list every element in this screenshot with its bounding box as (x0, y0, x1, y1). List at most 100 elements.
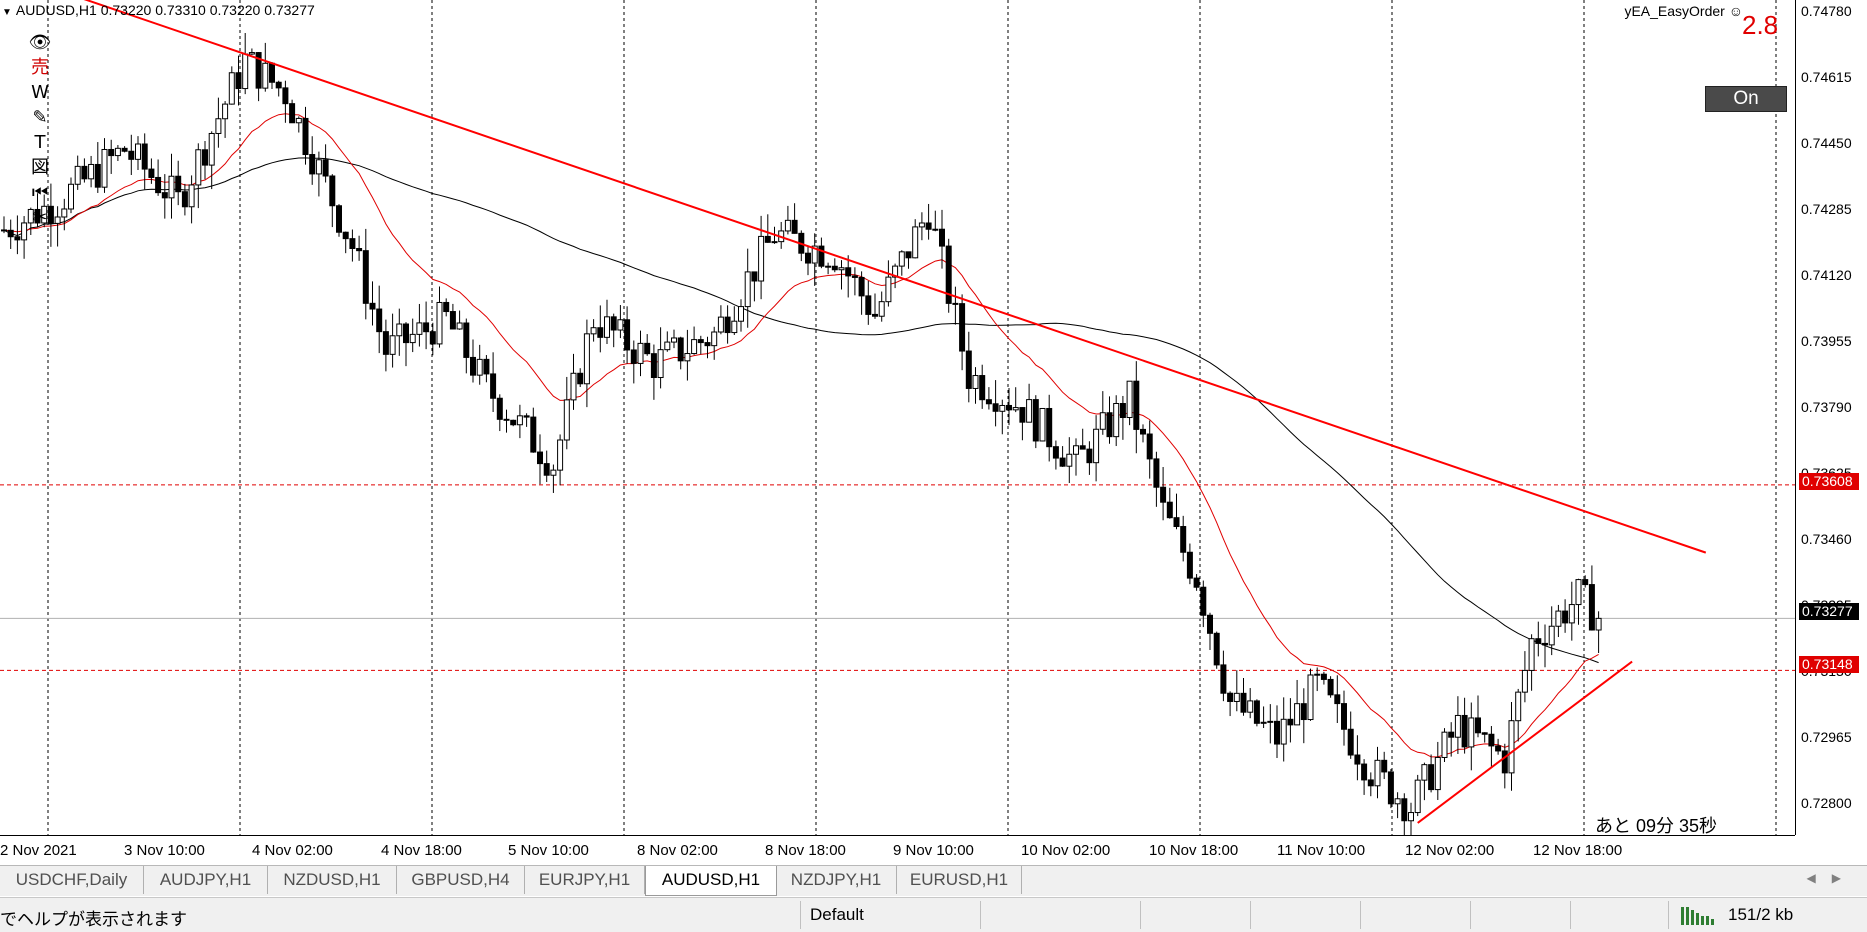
time-axis[interactable]: 2 Nov 2021 3 Nov 10:00 4 Nov 02:00 4 Nov… (0, 835, 1795, 864)
candle-body (503, 418, 510, 421)
candle-body (202, 149, 208, 166)
candle-body (731, 320, 738, 334)
status-divider (1250, 901, 1251, 929)
candle-body (208, 132, 215, 166)
candle-body (1012, 407, 1019, 411)
text-icon[interactable]: T (34, 132, 46, 153)
candle-body (979, 375, 986, 401)
candle-body (744, 271, 751, 308)
tab-audusd-h1[interactable]: AUDUSD,H1 (645, 866, 777, 896)
candle-body (1260, 721, 1267, 724)
candle-body (825, 265, 832, 268)
candle-body (369, 302, 376, 310)
sell-icon[interactable]: 売 (31, 57, 49, 78)
candle-body (1327, 678, 1334, 696)
candle-body (275, 81, 282, 89)
candle-body (155, 176, 162, 194)
candle-body (691, 339, 698, 355)
candle-body (1434, 756, 1441, 791)
candle-body (135, 143, 141, 160)
pencil-icon[interactable]: ✎ (32, 107, 48, 128)
tab-eurusd-h1[interactable]: EURUSD,H1 (897, 866, 1022, 894)
candle-body (429, 331, 436, 345)
candle-body (577, 372, 584, 385)
candle-body (1361, 763, 1368, 781)
ea-label: yEA_EasyOrder ☺ (1624, 3, 1743, 19)
arrow-left-icon[interactable]: ◀ (1806, 871, 1832, 885)
candle-body (242, 53, 249, 90)
candle-body (27, 208, 34, 224)
level-tag-lower: 0.73148 (1799, 656, 1859, 673)
price-chart[interactable] (0, 0, 1795, 835)
bar-countdown: あと 09分 35秒 (1594, 816, 1717, 835)
current-price-tag: 0.73277 (1799, 603, 1859, 620)
candle-body (81, 165, 88, 180)
scissors-icon[interactable]: ✂ (32, 207, 48, 228)
w-icon[interactable]: W (31, 82, 49, 103)
candle-body (952, 302, 959, 305)
candle-body (88, 163, 95, 180)
candle-body (1186, 551, 1193, 579)
figure-icon[interactable]: 図 (31, 157, 49, 178)
candle-body (175, 175, 182, 193)
candle-body (630, 349, 637, 364)
candle-body (1387, 771, 1394, 805)
candle-body (74, 165, 81, 185)
candle-body (1233, 692, 1240, 702)
candle-body (992, 403, 999, 412)
tab-nzdusd-h1[interactable]: NZDUSD,H1 (268, 866, 397, 894)
trend-line (83, 0, 1707, 554)
candle-body (108, 148, 115, 157)
candle-body (1562, 610, 1569, 624)
status-divider (800, 901, 801, 929)
candle-body (1032, 399, 1039, 442)
easy-order-toolbar: 👁 売 W ✎ T 図 ⏮ ✂ (27, 30, 53, 230)
candle-body (771, 241, 778, 244)
eye-icon[interactable]: 👁 (28, 32, 52, 53)
ma-fast-line (3, 113, 1599, 758)
tab-usdchf-daily[interactable]: USDCHF,Daily (0, 866, 144, 894)
candle-body (423, 322, 430, 333)
candle-body (1227, 692, 1234, 702)
tab-gbpusd-h4[interactable]: GBPUSD,H4 (397, 866, 525, 894)
candle-body (657, 349, 664, 379)
tab-nzdjpy-h1[interactable]: NZDJPY,H1 (776, 866, 897, 894)
rewind-icon[interactable]: ⏮ (31, 182, 49, 203)
candle-body (101, 148, 108, 188)
price-axis[interactable]: 0.74780 0.74615 0.74450 0.74285 0.74120 … (1795, 0, 1867, 835)
arrow-right-icon[interactable]: ▶ (1831, 871, 1857, 885)
candle-body (228, 72, 235, 105)
candle-body (1542, 642, 1548, 646)
candle-body (449, 311, 456, 330)
tab-scroll-arrows[interactable]: ◀▶ (1807, 871, 1857, 885)
candle-body (322, 159, 329, 177)
candle-body (188, 184, 195, 208)
chart-area[interactable]: ▼ AUDUSD,H1 0.73220 0.73310 0.73220 0.732… (0, 0, 1795, 835)
ea-on-button[interactable]: On (1705, 86, 1787, 112)
candle-body (644, 342, 651, 355)
candle-body (784, 219, 791, 232)
dropdown-triangle-icon[interactable]: ▼ (2, 7, 12, 18)
candle-body (1106, 412, 1113, 438)
candle-body (54, 216, 61, 224)
status-traffic: 151/2 kb (1728, 905, 1794, 924)
candle-body (1173, 517, 1180, 528)
candle-body (932, 228, 939, 231)
candle-body (704, 342, 711, 347)
candle-body (1354, 754, 1361, 765)
candle-body (1180, 526, 1187, 553)
candle-body (1220, 664, 1227, 694)
candle-body (751, 271, 758, 282)
candle-body (1006, 404, 1012, 411)
candle-body (409, 333, 416, 344)
tab-eurjpy-h1[interactable]: EURJPY,H1 (525, 866, 645, 894)
candle-body (148, 168, 155, 178)
candle-body (865, 295, 872, 315)
tab-audjpy-h1[interactable]: AUDJPY,H1 (144, 866, 268, 894)
candle-body (912, 226, 919, 259)
candle-body (1153, 458, 1160, 488)
candle-body (1126, 380, 1133, 419)
candle-body (858, 276, 865, 297)
candle-body (1548, 625, 1555, 646)
candle-body (563, 399, 570, 441)
